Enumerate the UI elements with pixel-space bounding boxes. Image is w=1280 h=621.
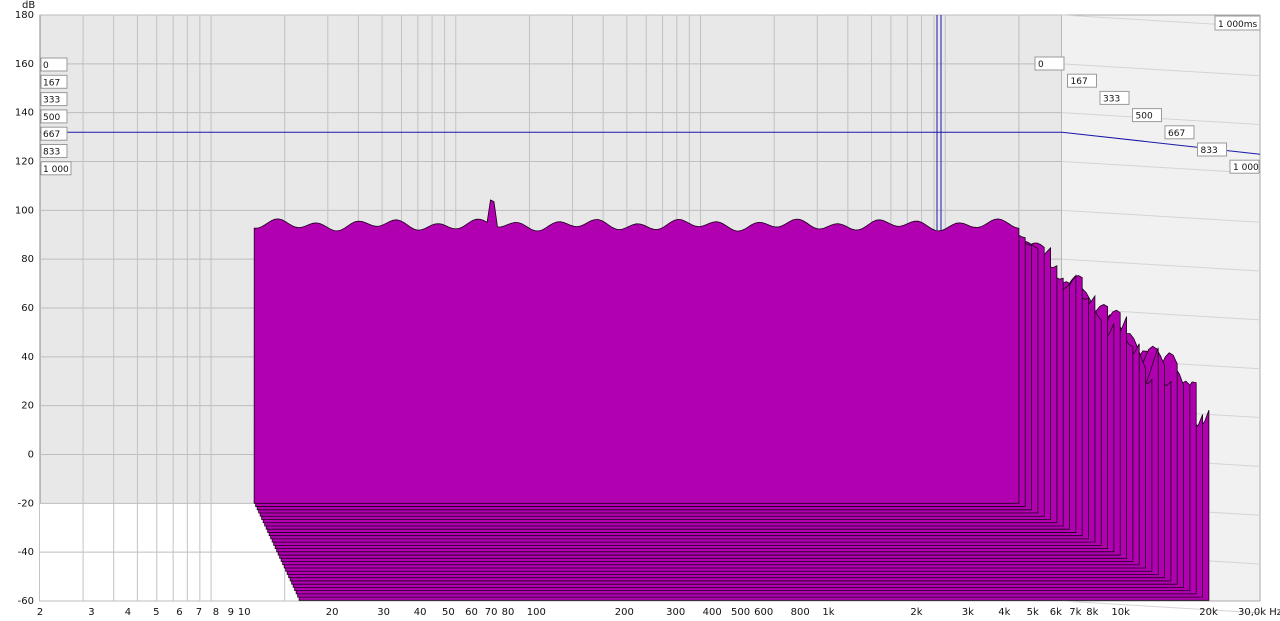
x-tick-label: 9 (228, 607, 234, 618)
x-tick-label: 60 (465, 607, 478, 618)
svg-text:1 000ms: 1 000ms (1218, 20, 1258, 30)
svg-text:1 000: 1 000 (43, 165, 69, 175)
time-end-label: 1 000ms (1214, 15, 1261, 31)
time-label-left: 333 (40, 92, 68, 107)
svg-text:1 000: 1 000 (1233, 163, 1259, 173)
y-tick-label: -60 (18, 596, 34, 607)
x-tick-label: 2k (910, 607, 922, 618)
x-tick-label: 300 (666, 607, 685, 618)
x-tick-label: 8k (1086, 607, 1098, 618)
y-tick-label: 0 (28, 450, 34, 461)
svg-text:500: 500 (43, 113, 60, 123)
time-label-left: 667 (40, 126, 68, 141)
svg-text:333: 333 (1103, 94, 1120, 104)
x-tick-label: 40 (414, 607, 427, 618)
x-tick-label: 50 (442, 607, 455, 618)
y-tick-label: -40 (18, 547, 34, 558)
x-tick-label: 3 (88, 607, 94, 618)
y-tick-label: 60 (21, 303, 34, 314)
time-label-right: 1 000 (1229, 159, 1260, 174)
x-tick-label: 2 (37, 607, 43, 618)
time-label-left: 833 (40, 144, 68, 158)
x-tick-label: 100 (527, 607, 546, 618)
x-tick-label: 80 (502, 607, 515, 618)
x-tick-label: 6k (1050, 607, 1062, 618)
y-tick-label: 100 (15, 205, 34, 216)
svg-text:0: 0 (1038, 60, 1044, 70)
x-tick-label: 1k (822, 607, 834, 618)
x-tick-label: 600 (754, 607, 773, 618)
x-tick-label: 6 (176, 607, 182, 618)
y-tick-label: 40 (21, 352, 34, 363)
x-tick-label: 8 (213, 607, 219, 618)
time-label-right: 167 (1067, 73, 1097, 88)
x-tick-label: 5 (153, 607, 159, 618)
x-axis: 2 3 4 5 6 7 8 9 10 20 30 40 50 60 70 80 100 200 300 400 500 6… (37, 607, 1280, 618)
svg-text:667: 667 (43, 130, 60, 140)
waterfall-slice (253, 199, 1020, 504)
svg-text:0: 0 (43, 61, 49, 71)
x-tick-label: 5k (1027, 607, 1039, 618)
svg-text:167: 167 (1071, 77, 1088, 87)
x-tick-label: 70 (485, 607, 498, 618)
y-tick-label: 180 (15, 10, 34, 21)
x-tick-label: 10k (1111, 607, 1130, 618)
time-label-right: 833 (1197, 142, 1227, 157)
time-label-right: 0 (1034, 56, 1065, 71)
x-tick-label: 800 (791, 607, 810, 618)
svg-text:167: 167 (43, 78, 60, 88)
svg-text:333: 333 (43, 96, 60, 106)
svg-text:667: 667 (1168, 129, 1185, 139)
x-tick-label: 500 (731, 607, 750, 618)
y-tick-label: 120 (15, 157, 34, 168)
x-tick-label: 20 (326, 607, 339, 618)
y-tick-label: 20 (21, 401, 34, 412)
x-tick-label: 30 (377, 607, 390, 618)
x-tick-label: 7k (1069, 607, 1081, 618)
x-tick-label: 7 (196, 607, 202, 618)
svg-text:833: 833 (43, 148, 60, 158)
x-tick-label: 4 (125, 607, 131, 618)
crosshair-cursor (40, 15, 1261, 230)
x-tick-label: 400 (703, 607, 722, 618)
x-tick-label: 4k (998, 607, 1010, 618)
y-tick-label: 80 (21, 254, 34, 265)
waterfall-slices (253, 199, 1210, 601)
x-tick-label: 200 (615, 607, 634, 618)
y-axis-label: dB (22, 0, 35, 11)
x-tick-label: 3k (962, 607, 974, 618)
y-tick-label: 160 (15, 59, 34, 70)
x-tick-label: 20k (1199, 607, 1218, 618)
svg-text:833: 833 (1201, 146, 1218, 156)
time-label-left: 500 (40, 109, 68, 124)
y-axis: dB 180 160 140 120 100 80 60 40 20 0 -20 -40 -60 (15, 0, 35, 607)
time-label-left: 1 000 (40, 161, 72, 176)
y-tick-label: 140 (15, 108, 34, 119)
time-label-right: 500 (1132, 108, 1162, 123)
time-label-right: 667 (1164, 125, 1195, 140)
y-tick-label: -20 (18, 498, 34, 509)
time-label-left: 0 (40, 57, 68, 72)
x-tick-label: 30,0k Hz (1238, 607, 1280, 618)
x-tick-label: 10 (238, 607, 251, 618)
time-label-right: 333 (1099, 90, 1130, 105)
time-label-left: 167 (40, 74, 68, 89)
svg-text:500: 500 (1136, 112, 1153, 122)
time-axis: 0 0 167 167 333 333 500 500 667 667 833 833 1 000 1 0… (40, 15, 1261, 176)
